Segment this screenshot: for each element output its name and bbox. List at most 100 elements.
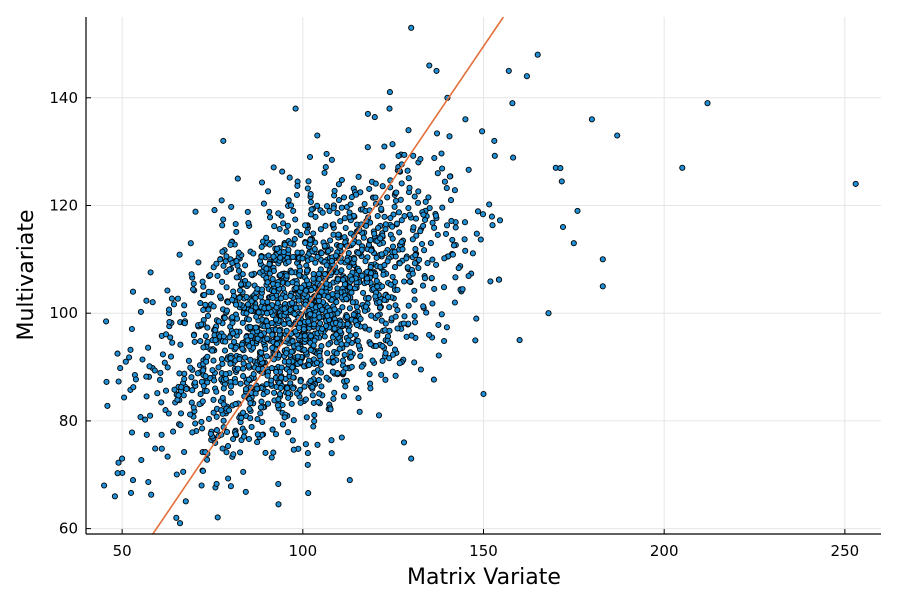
data-point [346, 305, 353, 312]
data-point [462, 247, 469, 254]
data-point [225, 407, 233, 414]
data-point [431, 224, 438, 231]
data-point [247, 324, 254, 331]
data-point [285, 197, 292, 204]
data-point [347, 332, 354, 339]
data-point [392, 278, 399, 286]
data-point [599, 256, 606, 263]
data-point [180, 468, 187, 475]
data-point [257, 410, 264, 417]
data-point [294, 182, 301, 189]
data-point [337, 328, 344, 335]
data-point [387, 214, 394, 222]
data-point [412, 215, 420, 222]
data-point [344, 257, 351, 264]
data-point [588, 116, 595, 123]
data-point [269, 276, 276, 283]
data-point [165, 410, 172, 417]
data-point [391, 248, 398, 256]
data-point [386, 355, 393, 362]
data-point [400, 439, 408, 446]
data-point [377, 235, 384, 242]
data-point [279, 168, 286, 175]
data-point [142, 416, 149, 423]
data-point [391, 203, 398, 210]
data-point [381, 213, 388, 220]
data-point [223, 253, 230, 260]
data-point [152, 445, 159, 452]
data-point [191, 338, 198, 345]
data-point [295, 345, 302, 352]
data-point [338, 434, 345, 441]
data-point [143, 297, 150, 304]
data-point [278, 374, 285, 381]
data-point [127, 346, 134, 353]
data-point [177, 410, 185, 417]
data-point [263, 310, 271, 317]
x-tick-label: 50 [113, 542, 132, 560]
data-point [238, 414, 245, 421]
data-point [374, 212, 381, 220]
data-point [237, 281, 245, 288]
data-point [268, 377, 275, 384]
data-point [270, 164, 277, 171]
x-tick-label: 200 [650, 542, 679, 560]
data-point [207, 430, 214, 437]
data-point [334, 276, 342, 283]
data-point [296, 272, 303, 279]
data-point [486, 201, 493, 208]
data-point [240, 468, 247, 475]
data-point [199, 425, 206, 432]
data-point [599, 283, 606, 290]
data-point [411, 319, 419, 326]
data-point [318, 288, 325, 295]
data-point [294, 249, 301, 256]
data-point [199, 467, 207, 475]
data-point [316, 320, 324, 327]
data-point [413, 232, 420, 239]
data-point [185, 357, 192, 364]
data-point [366, 185, 373, 192]
data-point [245, 362, 252, 369]
data-point [276, 225, 283, 233]
scatter-points [101, 24, 859, 527]
data-point [279, 421, 286, 428]
data-point [403, 333, 410, 340]
data-point [248, 271, 255, 278]
data-point [382, 320, 389, 327]
data-point [387, 340, 394, 347]
data-point [145, 478, 152, 486]
data-point [337, 218, 344, 225]
data-point [257, 355, 264, 362]
data-point [465, 166, 472, 173]
data-point [200, 344, 207, 351]
data-point [302, 222, 309, 229]
data-point [391, 264, 399, 271]
data-point [382, 350, 389, 357]
data-point [394, 325, 401, 332]
data-point [220, 385, 227, 392]
data-point [367, 341, 374, 348]
data-point [421, 247, 428, 254]
data-point [293, 284, 300, 292]
data-point [169, 339, 176, 346]
data-point [410, 224, 417, 231]
data-point [344, 320, 351, 328]
data-point [214, 272, 221, 279]
data-point [338, 204, 345, 211]
data-point [312, 259, 319, 266]
data-point [307, 311, 314, 318]
data-point [373, 277, 380, 285]
data-point [227, 389, 234, 396]
data-point [342, 383, 349, 390]
data-point [229, 330, 237, 337]
data-point [368, 312, 375, 319]
data-point [452, 274, 459, 281]
data-point [121, 394, 128, 401]
data-point [355, 239, 362, 246]
data-point [411, 359, 418, 366]
data-point [332, 252, 339, 259]
data-point [280, 220, 287, 227]
data-point [462, 116, 469, 123]
data-point [198, 321, 205, 328]
